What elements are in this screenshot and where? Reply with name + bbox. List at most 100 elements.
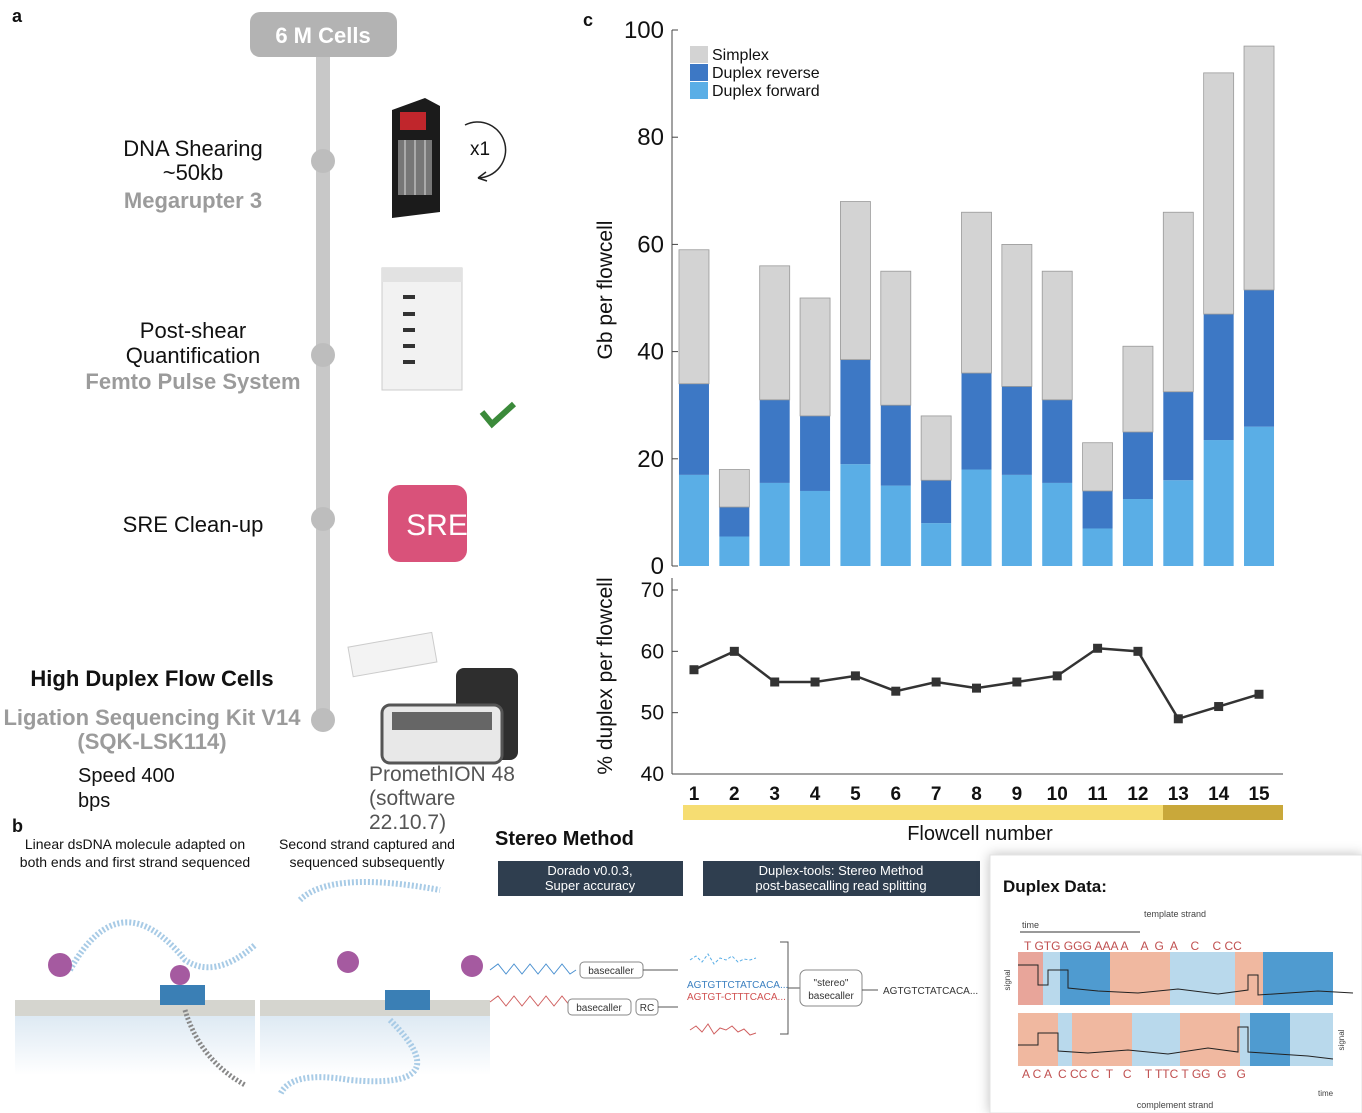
shape	[160, 985, 205, 1005]
y-tick-label: 100	[624, 17, 664, 44]
bar-segment	[1082, 528, 1113, 566]
x-tick-label: 6	[890, 784, 901, 805]
legend-label: Duplex reverse	[712, 65, 820, 82]
shape	[403, 344, 415, 348]
y-tick-label: 60	[641, 640, 664, 663]
step-caption: both ends and first strand sequenced	[20, 854, 250, 870]
marker	[810, 677, 820, 687]
y-axis-label: % duplex per flowcell	[594, 577, 617, 774]
bar-segment	[719, 536, 750, 566]
read-sequence: AGTGT-CTTTCACA...	[687, 992, 786, 1003]
step-label: Quantification	[126, 343, 261, 368]
legend-swatch	[690, 82, 708, 99]
legend-label: Duplex forward	[712, 83, 820, 100]
step-caption: sequenced subsequently	[290, 854, 445, 870]
bar-segment	[920, 415, 952, 481]
start-box	[250, 12, 397, 57]
bar-segment	[1042, 482, 1073, 566]
shape	[337, 951, 359, 973]
marker	[1214, 702, 1224, 712]
shape	[1235, 952, 1263, 1005]
y-tick-label: 0	[651, 553, 664, 580]
bar-segment	[1203, 72, 1235, 315]
method-box	[498, 861, 683, 896]
bar-segment	[1122, 432, 1153, 499]
timeline-node	[311, 708, 335, 732]
marker	[891, 686, 901, 696]
shape	[1018, 964, 1354, 996]
marker	[1173, 714, 1183, 724]
bracket	[780, 941, 800, 1035]
shape	[260, 1015, 490, 1075]
y-tick-label: 20	[637, 446, 664, 473]
shape	[15, 1000, 255, 1016]
y-tick-label: 60	[637, 231, 664, 258]
sequence: T GTG GGG AAA A A G A C C CC	[1024, 939, 1242, 953]
basecaller-box	[567, 998, 632, 1016]
method-title: Stereo Method	[495, 828, 634, 850]
shape	[67, 919, 257, 972]
bar-segment	[1082, 490, 1113, 529]
bar-segment	[840, 464, 871, 566]
method-box-label: Super accuracy	[545, 878, 636, 893]
axis-label: signal	[1337, 1029, 1346, 1050]
bar-segment	[1163, 480, 1194, 566]
bar-segment	[800, 415, 831, 491]
bar-segment	[1041, 270, 1073, 401]
shape	[403, 328, 415, 332]
bar-segment	[1082, 442, 1113, 492]
marker	[770, 677, 780, 687]
sre-icon-label: SRE	[406, 509, 468, 542]
step-label: High Duplex Flow Cells	[30, 666, 273, 691]
read-sequence: AGTGTTCTATCACA...	[687, 980, 788, 991]
shape	[170, 965, 190, 985]
x-tick-label: 15	[1248, 784, 1270, 805]
legend-label: Simplex	[712, 47, 769, 64]
shape	[403, 312, 415, 316]
basecaller-label: basecaller	[576, 1003, 622, 1014]
shape	[1250, 1013, 1290, 1066]
bar-segment	[880, 485, 911, 566]
bar-segment	[961, 469, 992, 566]
connector	[643, 969, 678, 1008]
bar-segment	[1122, 345, 1154, 433]
marker	[1133, 646, 1143, 656]
step-label: DNA Shearing	[123, 136, 262, 161]
stereo-box	[799, 969, 863, 1007]
cycle-arrow-head	[477, 171, 488, 182]
device-label: Megarupter 3	[124, 188, 262, 213]
x-tick-label: 12	[1127, 784, 1148, 805]
marker	[729, 646, 739, 656]
x-tick-label: 14	[1208, 784, 1230, 805]
stereo-label: "stereo"	[814, 978, 849, 989]
bar-segment	[719, 507, 750, 537]
y-axis-label: Gb per flowcell	[594, 221, 617, 360]
stereo-label: basecaller	[808, 991, 854, 1002]
bar-segment	[1163, 391, 1194, 481]
y-tick-label: 80	[637, 124, 664, 151]
promethion-icon	[347, 631, 518, 765]
bar-segment	[678, 474, 709, 566]
group-band	[1163, 805, 1283, 820]
y-tick-label: 50	[641, 702, 664, 725]
strand-label: complement strand	[1137, 1100, 1214, 1110]
group-band	[683, 805, 1163, 820]
shape	[381, 267, 463, 391]
bar-segment	[759, 265, 791, 401]
axis-label: time	[1318, 1089, 1334, 1098]
signal-trace	[689, 953, 757, 965]
timeline	[316, 40, 330, 730]
bar-segment	[759, 399, 790, 483]
bar-segment	[880, 270, 912, 406]
x-tick-label: 10	[1047, 784, 1068, 805]
strand-label: template strand	[1144, 909, 1206, 919]
axis-label: signal	[1003, 969, 1012, 990]
shape	[403, 360, 415, 364]
step-caption: Linear dsDNA molecule adapted on	[25, 836, 245, 852]
check-mark	[479, 401, 517, 429]
axis-label: time	[1022, 920, 1039, 930]
marker	[931, 677, 941, 687]
shape	[347, 631, 438, 678]
shape	[1110, 952, 1170, 1005]
cycle-label: x1	[470, 139, 490, 160]
